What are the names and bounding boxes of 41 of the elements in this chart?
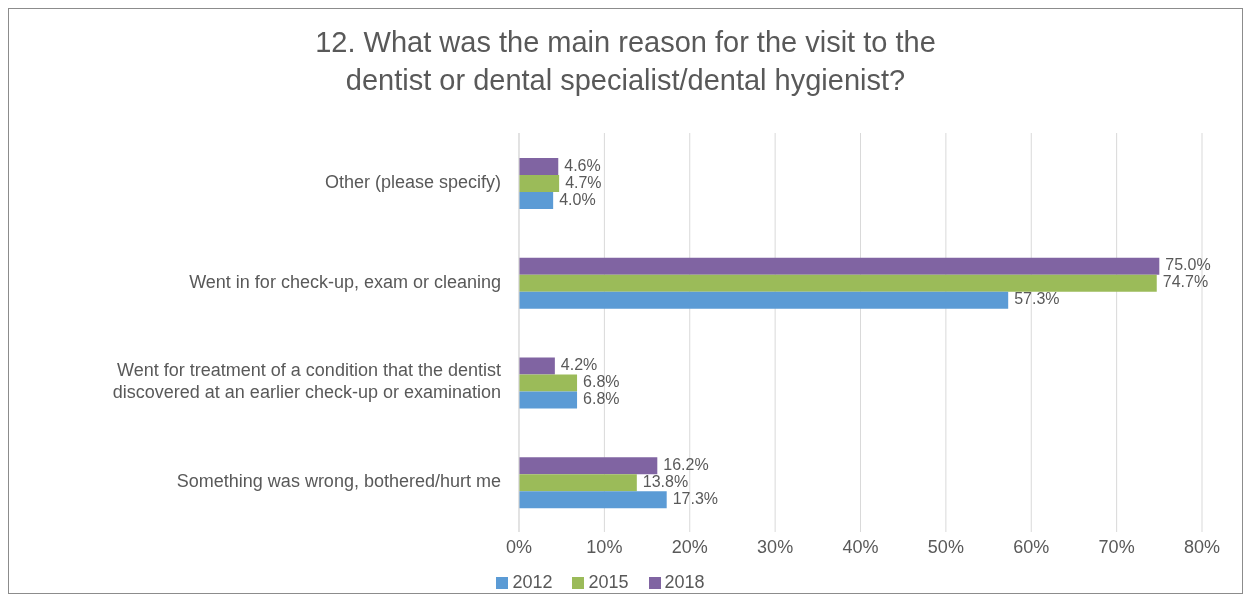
data-label: 13.8% <box>642 472 689 490</box>
bar <box>519 157 559 175</box>
bar <box>519 291 1009 309</box>
data-label: 4.6% <box>564 156 601 174</box>
x-tick-label: 30% <box>757 536 794 557</box>
y-tick-label: Went for treatment of a condition that the dentist discovered at an earlier check-up or examination <box>112 360 501 403</box>
bar <box>519 457 658 475</box>
bar <box>519 174 560 192</box>
x-tick-label: 50% <box>927 536 964 557</box>
chart-title: 12. What was the main reason for the visit to the dentist or dental specialist/dental hygienist? <box>314 25 937 98</box>
x-tick-label: 70% <box>1098 536 1135 557</box>
data-label: 4.2% <box>560 356 598 374</box>
x-tick-label: 20% <box>671 536 708 557</box>
data-label: 4.7% <box>565 173 602 191</box>
bar <box>519 191 554 209</box>
data-label: 4.0% <box>559 190 596 208</box>
bar <box>519 257 1160 275</box>
data-label: 57.3% <box>1014 290 1060 308</box>
legend-label: 2018 <box>664 572 705 592</box>
legend-label: 2012 <box>512 572 553 592</box>
data-label: 6.8% <box>583 373 620 391</box>
y-tick-label: Something was wrong, bothered/hurt me <box>176 470 501 491</box>
x-tick-label: 40% <box>842 536 879 557</box>
y-tick-label: Went in for check-up, exam or cleaning <box>189 271 501 292</box>
x-tick-label: 80% <box>1183 536 1221 557</box>
legend-label: 2015 <box>588 572 629 592</box>
bar <box>519 374 578 392</box>
data-label: 6.8% <box>583 390 620 408</box>
data-label: 16.2% <box>663 455 709 473</box>
x-tick-label: 10% <box>586 536 623 557</box>
bar <box>519 491 667 509</box>
data-label: 75.0% <box>1165 256 1211 274</box>
x-tick-label: 60% <box>1013 536 1050 557</box>
bar <box>519 474 637 492</box>
bar <box>519 391 578 409</box>
x-tick-label: 0% <box>505 536 533 557</box>
bar <box>519 274 1157 292</box>
data-label: 17.3% <box>672 489 719 507</box>
y-tick-label: Other (please specify) <box>324 171 501 192</box>
bar <box>519 357 555 375</box>
data-label: 74.7% <box>1162 273 1209 291</box>
